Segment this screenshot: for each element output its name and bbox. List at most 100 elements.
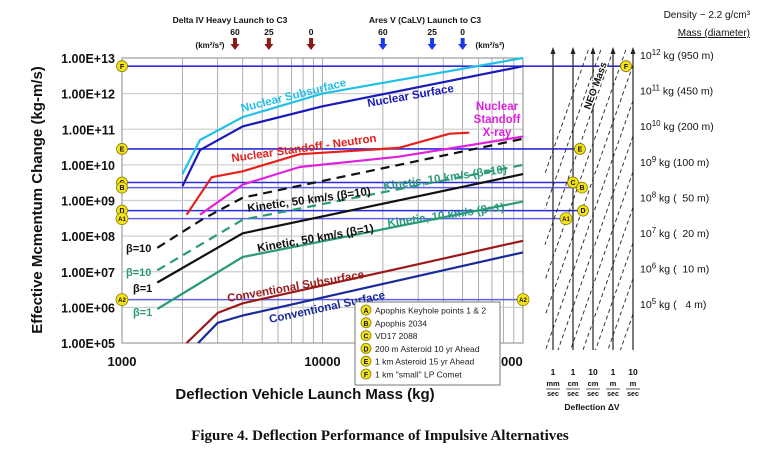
legend-key: C	[363, 334, 368, 341]
mass-diameter: kg ( 10 m)	[656, 264, 709, 276]
neo-mass-value: 1012 kg (950 m)	[640, 48, 714, 62]
beta-label: β=1	[133, 283, 152, 295]
delta-v-unit: cm	[588, 379, 599, 388]
delta-v-unit: m	[610, 379, 617, 388]
reference-marker-label: A1	[118, 217, 126, 223]
reference-marker-label: A1	[562, 217, 570, 223]
neo-mass-value: 106 kg ( 10 m)	[640, 262, 709, 276]
c3-value: 25	[264, 27, 274, 37]
series-line-nuclear-subsurface	[181, 56, 524, 175]
legend-key: A	[363, 308, 368, 315]
mass-diameter: kg (950 m)	[661, 50, 714, 62]
delta-v-unit: m	[630, 379, 637, 388]
mass-diameter: kg (100 m)	[656, 157, 709, 169]
neo-mass-diagonal	[570, 171, 634, 351]
delta-v-value: 1	[551, 367, 556, 377]
legend-key: B	[363, 321, 368, 328]
launch-arrow-icon	[266, 38, 271, 44]
reference-marker-icon	[516, 293, 530, 307]
reference-marker-label: D	[119, 208, 124, 215]
launch-arrow-icon	[380, 38, 385, 44]
mass-exponent: 5	[652, 297, 657, 306]
mass-exponent: 10	[652, 119, 661, 128]
mass-base: 10	[640, 228, 652, 240]
neo-mass-diagonal	[557, 136, 634, 351]
neo-mass-diagonal	[619, 314, 634, 351]
neo-mass-diagonal	[544, 49, 602, 210]
reference-marker-icon	[620, 60, 632, 73]
series-label: Kinetic, 10 km/s (β=1)	[387, 202, 506, 230]
reference-marker-icon	[116, 143, 128, 155]
legend-box	[354, 301, 501, 386]
mass-diameter: kg (450 m)	[660, 86, 713, 98]
launch-markers: Delta IV Heavy Launch to C3 60 25 0 Ares V (…	[173, 15, 505, 50]
mass-base: 10	[640, 299, 652, 311]
series-line-kinetic-10-km-s-1-	[156, 200, 524, 310]
neo-mass-value: 109 kg (100 m)	[640, 155, 709, 169]
reference-marker-icon	[559, 212, 573, 226]
mass-exponent: 7	[652, 226, 657, 235]
delta-v-unit: cm	[568, 379, 579, 388]
legend-text: VD17 2088	[375, 331, 418, 341]
figure-caption: Figure 4. Deflection Performance of Impu…	[191, 428, 569, 444]
delta-v-per: sec	[627, 391, 639, 398]
legend-marker-icon	[360, 368, 372, 380]
series-label: Nuclear Subsurface	[240, 77, 348, 115]
delta-v-value: 1	[571, 367, 576, 377]
delta-v-value: 10	[588, 367, 598, 377]
beta-label: β=1	[133, 307, 152, 319]
reference-marker-label: E	[120, 147, 125, 154]
neo-mass-value: 108 kg ( 50 m)	[640, 190, 709, 204]
reference-marker-icon	[115, 293, 129, 307]
launch-arrow-icon	[378, 44, 388, 50]
launch-vehicle-title: Ares V (CaLV) Launch to C3	[369, 15, 482, 25]
series-label-xray: Nuclear	[476, 101, 519, 113]
launch-arrow-icon	[306, 44, 316, 50]
delta-v-title: Deflection ΔV	[564, 402, 620, 412]
legend-marker-icon	[360, 317, 372, 329]
neo-mass-diagonal	[544, 49, 589, 174]
mass-base: 10	[640, 86, 652, 98]
series-label-xray: X-ray	[483, 127, 512, 139]
arrow-up-icon	[550, 47, 556, 54]
plot-grid	[122, 58, 523, 343]
x-tick-label: 10000	[304, 354, 340, 369]
mass-base: 10	[640, 192, 652, 204]
c3-value: 0	[309, 27, 314, 37]
y-axis-title: Effective Mcmentum Change (kg-m/s)	[29, 66, 46, 334]
reference-marker-label: A2	[118, 298, 126, 304]
launch-arrow-icon	[230, 44, 240, 50]
neo-mass-diagonal	[607, 278, 634, 351]
y-tick-label: 1.00E+05	[61, 337, 115, 351]
legend: A Apophis Keyhole points 1 & 2 B Apophis 20…	[354, 301, 501, 386]
delta-v-value: 1	[611, 367, 616, 377]
plot-area-border	[121, 57, 524, 344]
mass-exponent: 11	[652, 84, 661, 93]
c3-value: 60	[378, 27, 388, 37]
neo-mass-value: 1011 kg (450 m)	[640, 84, 713, 98]
series-line-nuclear-standoff-neutron	[185, 131, 470, 216]
arrow-up-icon	[630, 47, 636, 54]
legend-marker-icon	[360, 342, 372, 354]
series-lines	[156, 56, 524, 344]
mass-base: 10	[640, 50, 652, 62]
neo-mass-diagonal	[545, 100, 634, 351]
legend-text: 1 km Asteroid 15 yr Ahead	[375, 357, 474, 367]
reference-marker-label: C	[570, 180, 575, 187]
beta-label: β=10	[126, 267, 151, 279]
delta-v-per: sec	[547, 391, 559, 398]
launch-arrow-icon	[460, 38, 465, 44]
mass-diameter: kg ( 4 m)	[656, 299, 706, 311]
c3-unit-label: (km²/s²)	[196, 41, 225, 50]
delta-v-per: sec	[567, 391, 579, 398]
reference-marker-icon	[574, 143, 586, 155]
reference-marker-label: F	[624, 64, 629, 71]
y-tick-label: 1.00E+12	[61, 88, 115, 102]
c3-value: 0	[460, 27, 465, 37]
mass-diameter: kg ( 50 m)	[656, 192, 709, 204]
delta-v-per: sec	[607, 391, 619, 398]
launch-arrow-icon	[427, 44, 437, 50]
series-line-nuclear-standoff-x-ray	[199, 135, 524, 216]
reference-marker-label: A2	[519, 298, 527, 304]
legend-marker-icon	[360, 304, 372, 316]
